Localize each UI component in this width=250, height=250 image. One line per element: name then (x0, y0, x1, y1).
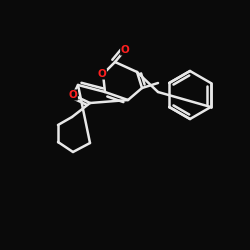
Text: O: O (120, 45, 130, 55)
Text: O: O (98, 69, 106, 79)
Text: O: O (68, 90, 78, 100)
